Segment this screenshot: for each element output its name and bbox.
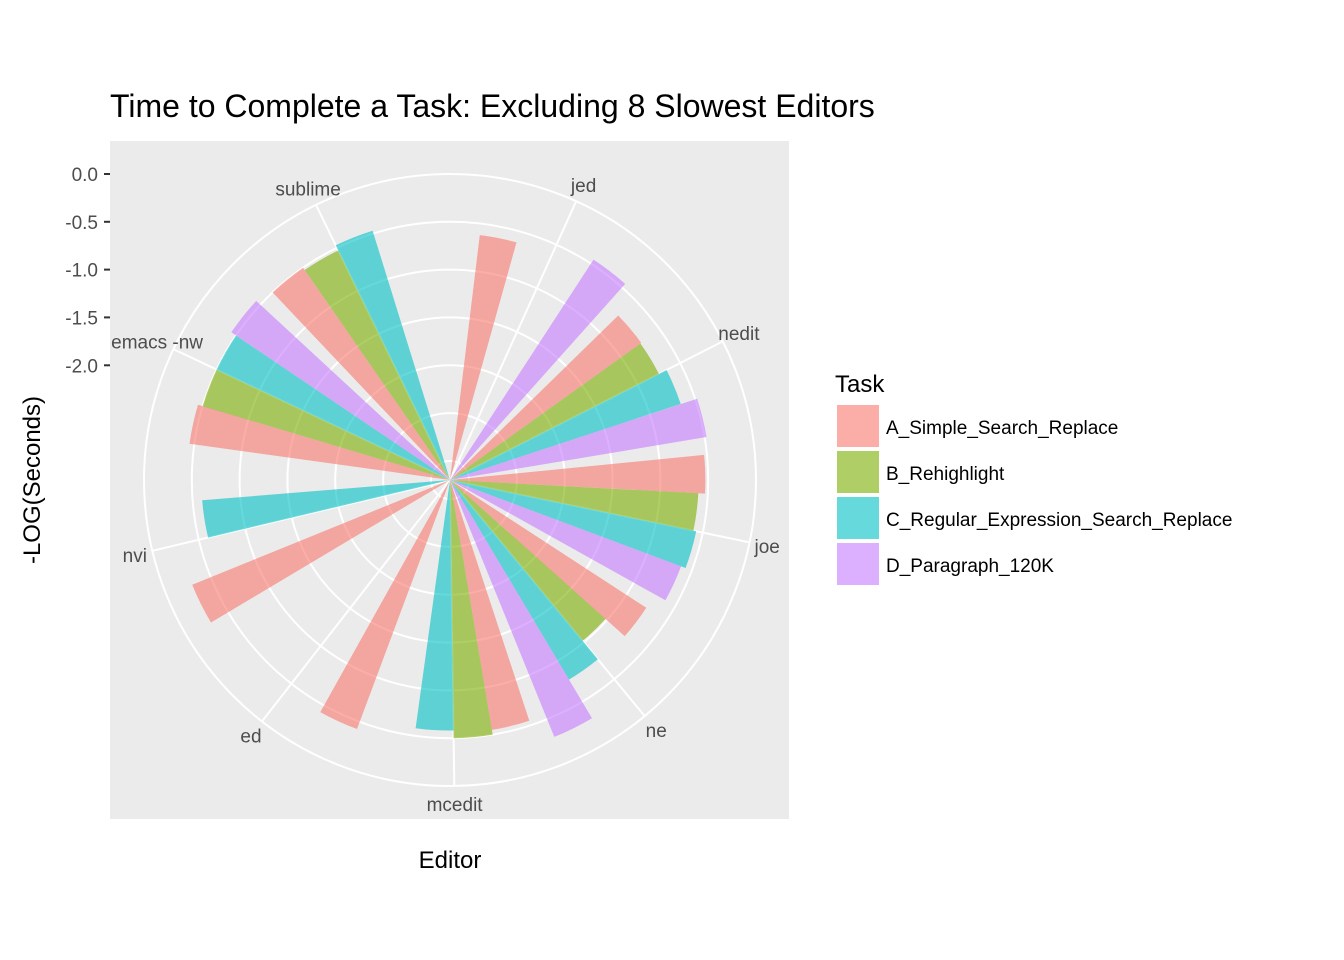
grid-spoke	[261, 479, 451, 723]
y-tick-label: -1.0	[65, 261, 98, 282]
y-tick-label: -1.5	[65, 308, 98, 329]
legend-label: A_Simple_Search_Replace	[886, 418, 1118, 439]
bar-nvi-0	[192, 480, 450, 623]
category-label: mcedit	[427, 795, 484, 816]
bar-ne-0	[450, 480, 647, 637]
legend-title: Task	[835, 371, 885, 398]
bar-ne-3	[450, 480, 592, 737]
bar-mcedit-0	[450, 480, 530, 730]
grid-circle	[190, 220, 710, 740]
y-axis-ticks: 0.0 -0.5 -1.0 -1.5 -2.0	[65, 165, 110, 377]
bar-emacs-nw-3	[231, 300, 450, 480]
legend-swatch	[837, 497, 879, 539]
bar-emacs-nw-0	[189, 404, 450, 480]
bar-nedit-3	[450, 398, 707, 480]
category-label: nvi	[123, 546, 147, 567]
chart-title: Time to Complete a Task: Excluding 8 Slo…	[110, 88, 875, 124]
bar-ed-0	[320, 480, 450, 729]
bar-emacs-nw-1	[202, 369, 450, 480]
y-tick-label: -0.5	[65, 213, 98, 234]
category-label: emacs -nw	[111, 332, 203, 353]
legend-swatch	[837, 543, 879, 585]
bar-jed-0	[450, 235, 517, 480]
grid-spoke	[449, 200, 578, 481]
bar-nedit-2	[450, 370, 681, 480]
legend-label: C_Regular_Expression_Search_Replace	[886, 510, 1232, 531]
bar-mcedit-1	[450, 480, 493, 739]
bar-sublime-1	[304, 250, 450, 480]
legend: A_Simple_Search_Replace B_Rehighlight C_Re…	[837, 405, 1232, 585]
y-tick-label: -2.0	[65, 356, 98, 377]
bar-sublime-0	[272, 267, 450, 480]
bar-joe-3	[450, 480, 682, 601]
y-tick-label: 0.0	[72, 165, 98, 186]
bar-nedit-1	[450, 343, 659, 480]
category-labels: jed nedit joe ne mcedit ed nvi emacs -nw sublime	[111, 176, 780, 816]
legend-label: B_Rehighlight	[886, 464, 1005, 485]
category-label: ed	[240, 727, 261, 748]
bar-joe-1	[450, 480, 699, 531]
bar-sublime-2	[335, 230, 450, 480]
legend-swatch	[837, 405, 879, 447]
bar-joe-2	[450, 480, 697, 568]
bar-joe-0	[450, 454, 706, 494]
legend-swatch	[837, 451, 879, 493]
bar-ne-1	[450, 480, 606, 641]
category-label: nedit	[718, 324, 760, 345]
grid-spoke	[315, 204, 451, 481]
y-axis-title: -LOG(Seconds)	[19, 396, 46, 564]
bar-emacs-nw-2	[216, 335, 450, 480]
bar-mcedit-2	[415, 480, 454, 731]
legend-label: D_Paragraph_120K	[886, 556, 1054, 577]
category-label: sublime	[275, 180, 340, 201]
bar-jed-3	[450, 259, 626, 480]
bar-ne-2	[450, 480, 598, 680]
category-label: jed	[570, 176, 596, 197]
category-label: ne	[646, 721, 667, 742]
bar-nvi-2	[202, 480, 450, 538]
x-axis-title: Editor	[419, 847, 482, 874]
grid-circle	[143, 173, 757, 787]
category-label: joe	[754, 537, 780, 558]
bar-layer	[189, 230, 707, 739]
bar-nedit-0	[450, 315, 642, 480]
